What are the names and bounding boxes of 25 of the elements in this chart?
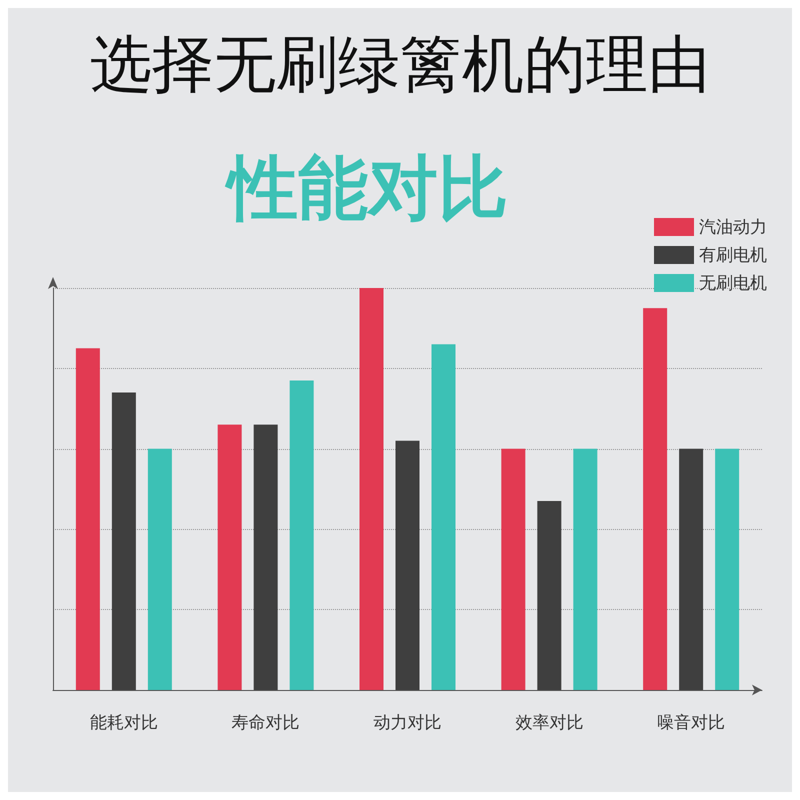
bar [396,440,420,690]
chart-subtitle: 性能对比 [224,147,508,229]
bar [715,448,740,690]
bar [112,392,136,690]
legend-label: 有刷电机 [699,246,767,264]
bar [432,344,456,690]
bar [643,308,668,690]
legend-label: 无刷电机 [699,274,767,292]
bar [360,288,384,690]
chart-title: 选择无刷绿篱机的理由 [90,28,710,100]
bar [148,448,172,690]
bar [290,380,314,690]
bar [573,448,598,690]
x-tick-label: 动力对比 [374,713,442,732]
bar [76,348,100,690]
x-tick-label: 噪音对比 [657,713,726,732]
legend-label: 汽油动力 [699,218,767,236]
x-tick-label: 寿命对比 [232,713,300,732]
bar [501,448,526,690]
bar [679,448,704,690]
x-tick-label: 能耗对比 [90,713,158,732]
bar [254,424,278,690]
bar [537,501,562,690]
x-tick-label: 效率对比 [515,713,584,732]
bar [218,424,242,690]
